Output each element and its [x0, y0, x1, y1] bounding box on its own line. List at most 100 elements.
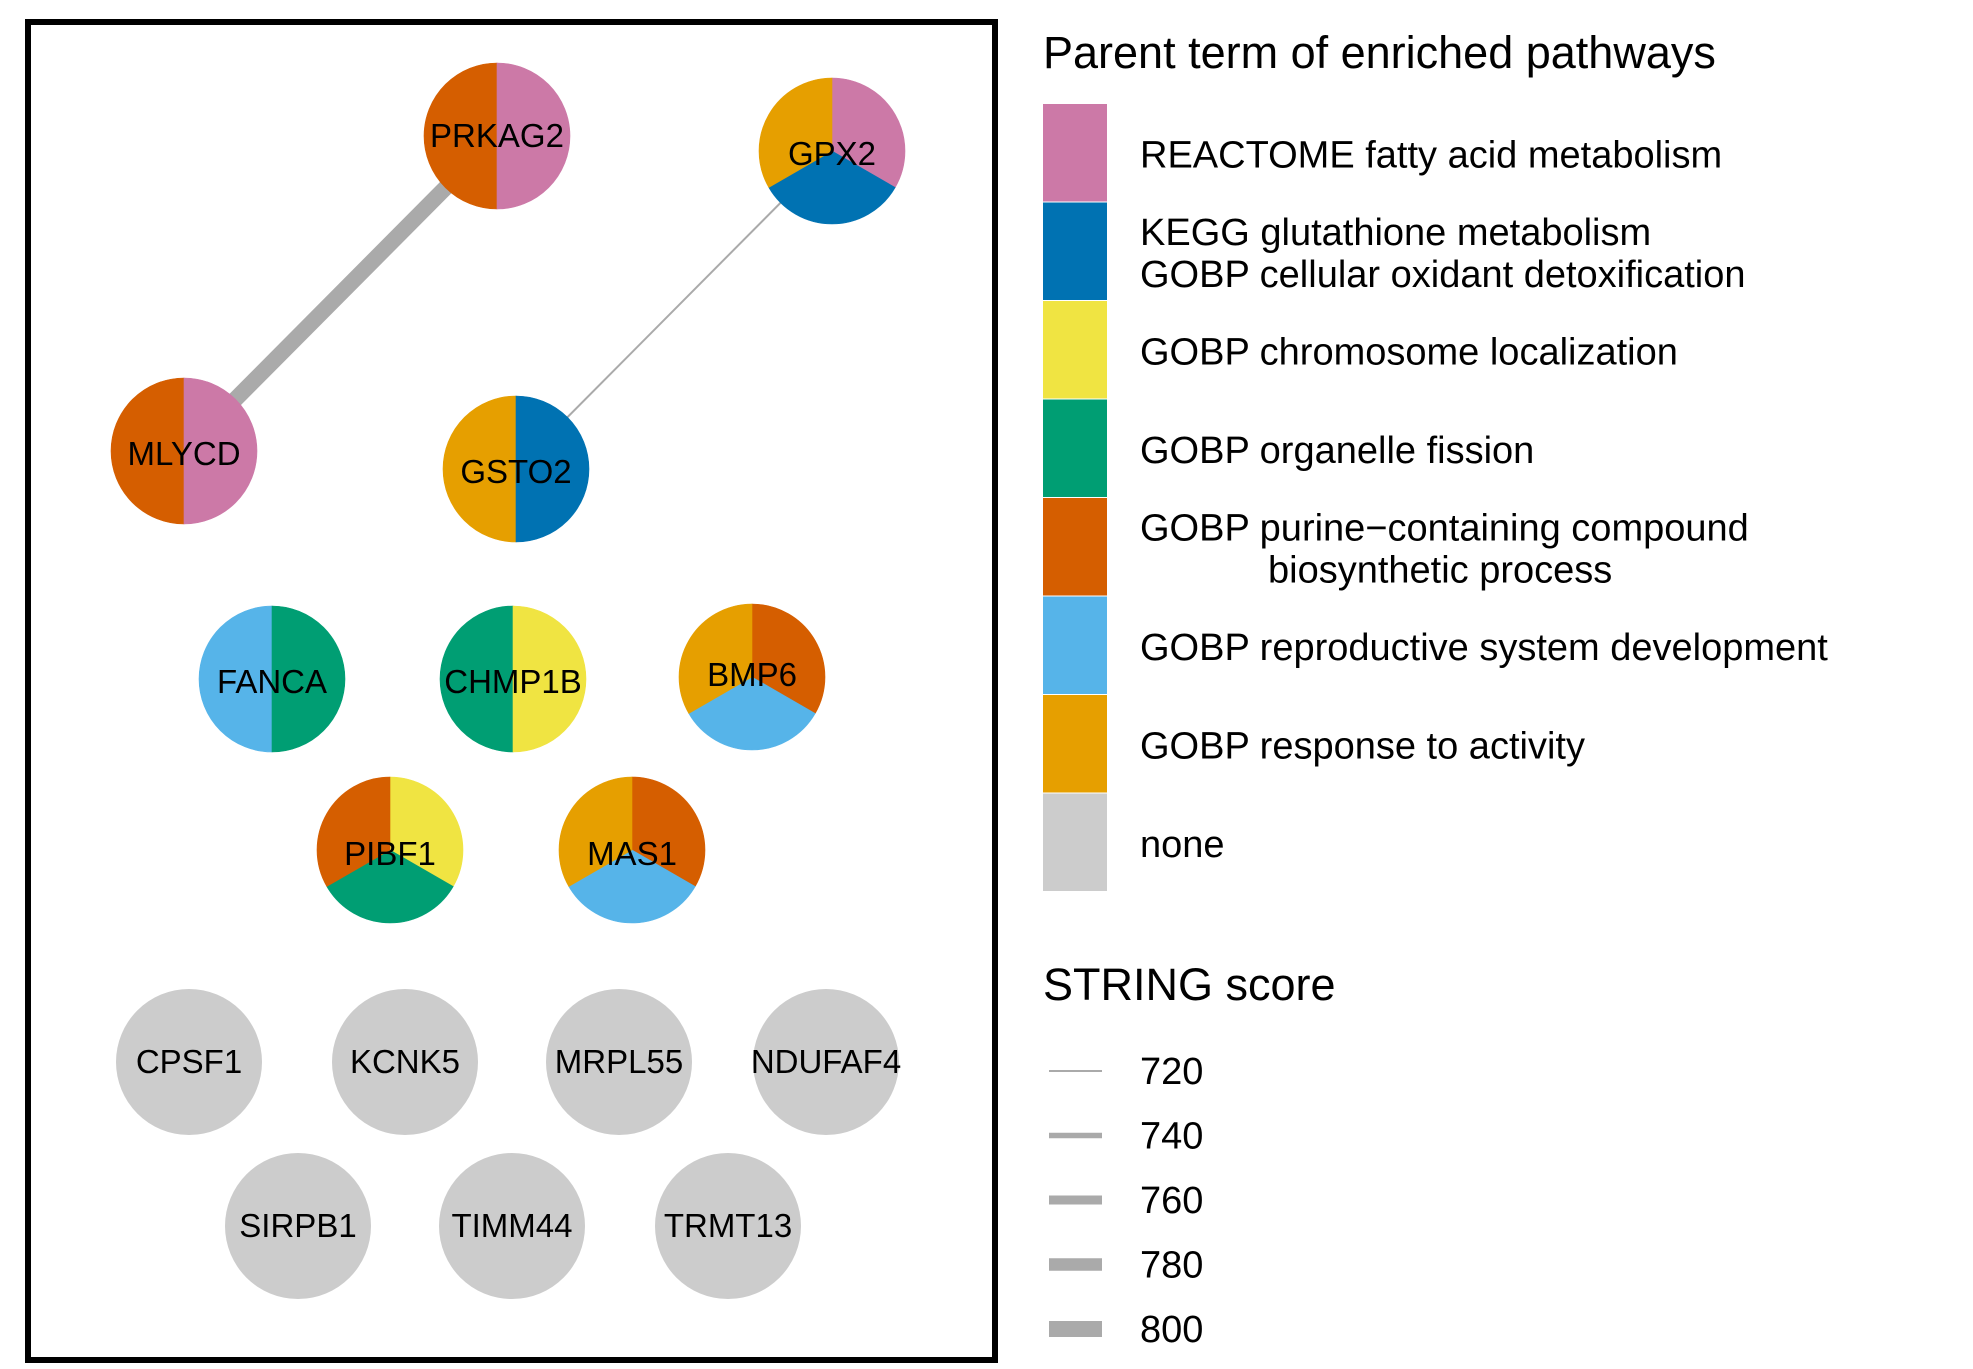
score-legend-item: 740: [1049, 1116, 1203, 1158]
legend-item-gobp-reproductive-development: GOBP reproductive system development: [1043, 596, 1828, 694]
legend-item-gobp-chromosome-localization: GOBP chromosome localization: [1043, 301, 1678, 399]
pie-slice-gobp-chromosome-localization: [512, 605, 587, 753]
score-label: 800: [1140, 1309, 1203, 1351]
node-circle: [116, 989, 262, 1135]
node-mrpl55[interactable]: MRPL55: [546, 989, 692, 1135]
nodes-layer: PRKAG2 GPX2 MLYCD GSTO2 FANCA CHMP1B BMP6 PIBF1…: [110, 62, 906, 1299]
legend-swatch: [1043, 202, 1107, 300]
legend-swatch: [1043, 695, 1107, 793]
pie-slice-gobp-organelle-fission: [271, 605, 346, 753]
node-chmp1b[interactable]: CHMP1B: [439, 605, 587, 753]
node-label: TIMM44: [451, 1207, 572, 1244]
score-label: 720: [1140, 1051, 1203, 1093]
legend-label: GOBP chromosome localization: [1140, 331, 1678, 373]
node-label: MLYCD: [127, 435, 240, 472]
pie-slice-gobp-response-to-activity: [558, 776, 633, 887]
node-gsto2[interactable]: GSTO2: [442, 395, 590, 543]
node-label: FANCA: [217, 663, 327, 700]
legend-item-gobp-purine-biosynthetic: GOBP purine−containing compoundbiosynthe…: [1043, 498, 1749, 596]
node-prkag2[interactable]: PRKAG2: [423, 62, 571, 210]
pie-slice-gobp-response-to-activity: [758, 77, 833, 188]
pie-slice-reactome-fatty-acid: [496, 62, 571, 210]
node-label: CPSF1: [136, 1043, 242, 1080]
pie-slice-reactome-fatty-acid: [831, 77, 906, 188]
score-label: 780: [1140, 1245, 1203, 1287]
node-label: GPX2: [788, 135, 876, 172]
legend-swatch: [1043, 498, 1107, 596]
pie-slice-gobp-purine-biosynthetic: [423, 62, 498, 210]
legend-swatch: [1043, 301, 1107, 399]
legend-item-reactome-fatty-acid: REACTOME fatty acid metabolism: [1043, 104, 1722, 202]
legend-label: none: [1140, 824, 1225, 866]
node-label: BMP6: [707, 656, 797, 693]
legend-label: GOBP purine−containing compound: [1140, 507, 1749, 549]
pie-slice-gobp-response-to-activity: [678, 603, 753, 714]
node-timm44[interactable]: TIMM44: [439, 1153, 585, 1299]
score-legend-item: 800: [1049, 1309, 1203, 1351]
node-label: PIBF1: [344, 835, 436, 872]
string-score-legend-title: STRING score: [1043, 959, 1336, 1010]
node-label: MRPL55: [555, 1043, 683, 1080]
legend-swatch: [1043, 793, 1107, 891]
legend-item-gobp-response-to-activity: GOBP response to activity: [1043, 695, 1585, 793]
score-legend-item: 720: [1049, 1051, 1203, 1093]
node-trmt13[interactable]: TRMT13: [655, 1153, 801, 1299]
pie-slice-kegg-glutathione-gobp-oxidant: [515, 395, 590, 543]
pathway-legend-title: Parent term of enriched pathways: [1043, 27, 1716, 78]
node-gpx2[interactable]: GPX2: [758, 77, 906, 225]
pie-slice-gobp-purine-biosynthetic: [110, 377, 185, 525]
pie-slice-reactome-fatty-acid: [183, 377, 258, 525]
legend-item-gobp-organelle-fission: GOBP organelle fission: [1043, 399, 1534, 497]
node-label: TRMT13: [664, 1207, 792, 1244]
score-label: 740: [1140, 1116, 1203, 1158]
node-label: GSTO2: [460, 453, 571, 490]
node-ndufaf4[interactable]: NDUFAF4: [751, 989, 901, 1135]
node-sirpb1[interactable]: SIRPB1: [225, 1153, 371, 1299]
node-circle: [546, 989, 692, 1135]
node-mas1[interactable]: MAS1: [558, 776, 706, 924]
legend-label: GOBP cellular oxidant detoxification: [1140, 254, 1746, 296]
edge-gpx2-gsto2: [515, 150, 833, 470]
node-circle: [332, 989, 478, 1135]
legend-swatch: [1043, 104, 1107, 202]
legend-label: GOBP reproductive system development: [1140, 627, 1828, 669]
pie-slice-gobp-chromosome-localization: [389, 776, 464, 887]
node-mlycd[interactable]: MLYCD: [110, 377, 258, 525]
score-legend-item: 760: [1049, 1180, 1203, 1222]
legend-item-none: none: [1043, 793, 1225, 891]
legend-label: REACTOME fatty acid metabolism: [1140, 134, 1722, 176]
node-circle: [225, 1153, 371, 1299]
pie-slice-gobp-response-to-activity: [442, 395, 517, 543]
edge-prkag2-mlycd: [178, 130, 503, 457]
node-label: CHMP1B: [444, 663, 582, 700]
node-pibf1[interactable]: PIBF1: [316, 776, 464, 924]
pie-slice-gobp-purine-biosynthetic: [316, 776, 391, 887]
node-label: NDUFAF4: [751, 1043, 901, 1080]
network-panel-frame: [25, 19, 998, 1363]
node-bmp6[interactable]: BMP6: [678, 603, 826, 751]
legend-label: biosynthetic process: [1268, 549, 1612, 591]
legend-swatch: [1043, 596, 1107, 694]
pie-slice-gobp-purine-biosynthetic: [631, 776, 706, 887]
node-circle: [439, 1153, 585, 1299]
node-label: SIRPB1: [239, 1207, 356, 1244]
string-score-legend: 720 740 760 780 800: [1049, 1051, 1203, 1351]
node-fanca[interactable]: FANCA: [198, 605, 346, 753]
node-label: KCNK5: [350, 1043, 460, 1080]
legend-label: GOBP response to activity: [1140, 725, 1585, 767]
legend-label: GOBP organelle fission: [1140, 430, 1534, 472]
score-label: 760: [1140, 1180, 1203, 1222]
node-label: MAS1: [587, 835, 677, 872]
edges-layer: [178, 130, 833, 470]
node-cpsf1[interactable]: CPSF1: [116, 989, 262, 1135]
node-circle: [655, 1153, 801, 1299]
node-kcnk5[interactable]: KCNK5: [332, 989, 478, 1135]
legend-label: KEGG glutathione metabolism: [1140, 212, 1651, 254]
pie-slice-gobp-purine-biosynthetic: [751, 603, 826, 714]
score-legend-item: 780: [1049, 1245, 1203, 1287]
node-circle: [753, 989, 899, 1135]
pie-slice-gobp-reproductive-development: [198, 605, 273, 753]
pie-slice-gobp-organelle-fission: [439, 605, 514, 753]
